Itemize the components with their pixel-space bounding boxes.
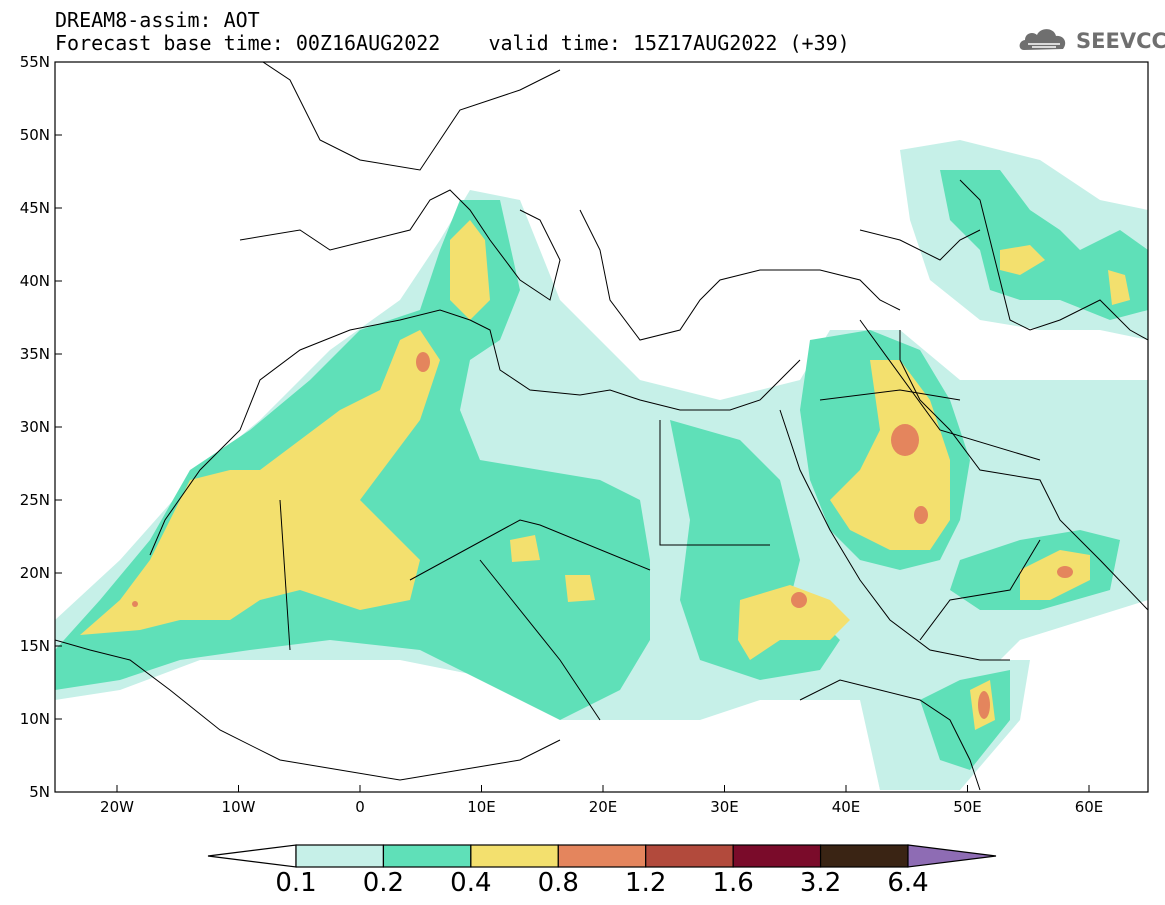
- lat-tick-label: 5N: [29, 783, 50, 801]
- lon-tick-label: 30E: [710, 798, 739, 816]
- lon-tick-label: 40E: [832, 798, 861, 816]
- logo-text: SEEVCCC: [1076, 29, 1165, 53]
- colorbar-cell: [819, 844, 909, 868]
- colorbar-label: 0.8: [537, 868, 579, 898]
- longitude-axis: 20W 10W 0 10E 20E 30E 40E 50E 60E: [100, 785, 1103, 816]
- lat-tick-label: 30N: [20, 418, 50, 436]
- lon-tick-label: 20E: [589, 798, 618, 816]
- colorbar-cell: [295, 844, 385, 868]
- colorbar-cell: [732, 844, 822, 868]
- colorbar-lower-arrow: [207, 844, 297, 868]
- colorbar-label: 1.2: [625, 868, 667, 898]
- lat-tick-label: 40N: [20, 272, 50, 290]
- colorbar-label: 0.2: [362, 868, 405, 898]
- lat-tick-label: 20N: [20, 564, 50, 582]
- cloud-icon: [1019, 29, 1066, 50]
- coastlines: [55, 62, 1148, 791]
- colorbar-label: 1.6: [712, 868, 754, 898]
- colorbar-cell: [557, 844, 647, 868]
- lat-tick-label: 25N: [20, 491, 50, 509]
- colorbar-cell: [645, 844, 734, 868]
- aot-level-0.4-0.8: [80, 220, 1130, 730]
- colorbar-label: 3.2: [799, 868, 842, 898]
- lat-tick-label: 15N: [20, 637, 50, 655]
- lon-tick-label: 10W: [222, 798, 256, 816]
- colorbar-upper-arrow: [907, 844, 997, 868]
- lat-tick-label: 45N: [20, 199, 50, 217]
- colorbar-cell: [382, 844, 472, 868]
- chart-title: DREAM8-assim: AOT: [55, 8, 260, 32]
- colorbar: [207, 844, 997, 868]
- latitude-axis: 55N 50N 45N 40N 35N 30N 25N 20N 15N 10N 5N: [20, 53, 62, 801]
- colorbar-label: 6.4: [887, 868, 929, 898]
- lat-tick-label: 35N: [20, 345, 50, 363]
- lon-tick-label: 10E: [467, 798, 496, 816]
- lat-tick-label: 10N: [20, 710, 50, 728]
- lon-tick-label: 60E: [1075, 798, 1104, 816]
- aot-level-0.8-1.2: [132, 352, 1073, 719]
- lon-tick-label: 0: [355, 798, 365, 816]
- forecast-time-info: Forecast base time: 00Z16AUG2022 valid t…: [55, 31, 850, 55]
- lat-tick-label: 50N: [20, 126, 50, 144]
- lon-tick-label: 50E: [953, 798, 982, 816]
- colorbar-cell: [470, 844, 559, 868]
- aot-field: [55, 62, 1148, 792]
- lon-tick-label: 20W: [100, 798, 134, 816]
- colorbar-label: 0.4: [450, 868, 492, 898]
- lat-tick-label: 55N: [20, 53, 50, 71]
- seevccc-logo: SEEVCCC: [1016, 22, 1165, 58]
- colorbar-label: 0.1: [275, 868, 317, 898]
